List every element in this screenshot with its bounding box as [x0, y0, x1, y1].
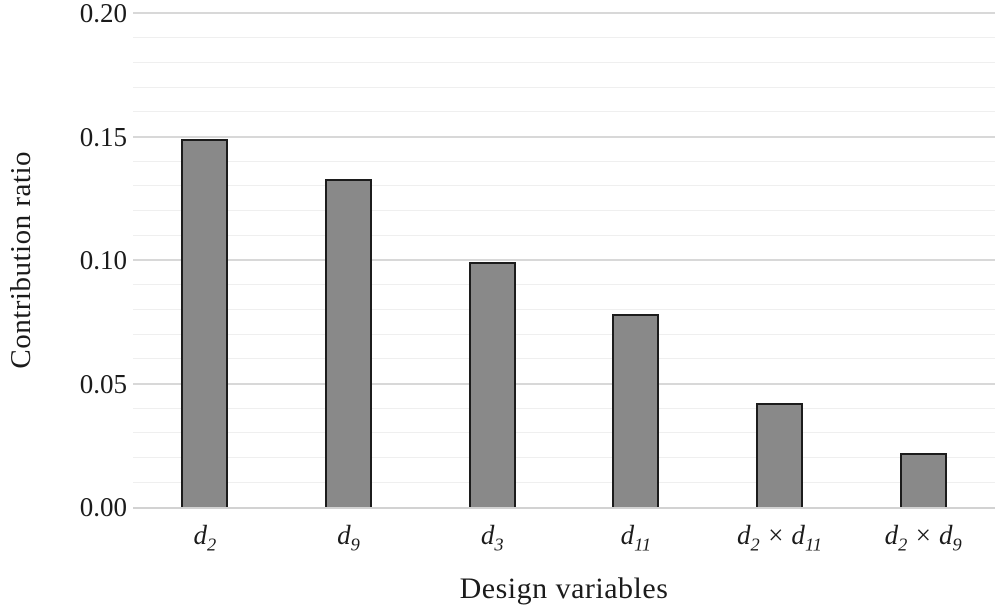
minor-gridline — [133, 86, 995, 88]
minor-gridline — [133, 61, 995, 63]
y-tick-label-0.10: 0.10 — [79, 245, 127, 275]
minor-gridline — [133, 111, 995, 113]
major-gridline — [133, 259, 995, 261]
y-tick-label-0.00: 0.00 — [79, 492, 127, 522]
minor-gridline — [133, 308, 995, 310]
minor-gridline — [133, 481, 995, 483]
minor-gridline — [133, 185, 995, 187]
major-gridline — [133, 12, 995, 14]
minor-gridline — [133, 160, 995, 162]
minor-gridline — [133, 37, 995, 39]
x-axis-tick-labels: d2 d9 d3 d11 d2 × d11 d2 × d9 — [133, 520, 995, 560]
minor-gridline — [133, 358, 995, 360]
y-tick-label-0.20: 0.20 — [79, 0, 127, 28]
x-tick-label-d-2-d-11: d2 × d11 — [737, 520, 822, 555]
x-tick-label-d-3: d3 — [480, 520, 504, 555]
major-gridline — [133, 135, 995, 138]
minor-gridline — [133, 284, 995, 286]
x-tick-label-d-11: d11 — [620, 520, 652, 555]
plot-area — [133, 12, 995, 509]
bar-d-2-d-9 — [899, 452, 947, 507]
x-tick-label-d-2: d2 — [193, 520, 217, 555]
minor-gridline — [133, 333, 995, 335]
bar-d-9 — [325, 178, 372, 507]
y-axis-tick-labels: 0.00 0.05 0.10 0.15 0.20 — [0, 0, 127, 522]
bar-d-2 — [181, 138, 229, 507]
x-tick-label-d-9: d9 — [337, 520, 360, 555]
y-tick-label-0.05: 0.05 — [79, 368, 127, 399]
minor-gridline — [133, 432, 995, 434]
major-gridline — [133, 382, 995, 385]
y-tick-label-0.15: 0.15 — [79, 121, 127, 152]
bar-d-11 — [612, 314, 660, 507]
minor-gridline — [133, 234, 995, 236]
x-tick-label-d-2-d-9: d2 × d9 — [884, 520, 962, 555]
minor-gridline — [133, 210, 995, 212]
bar-d-3 — [468, 262, 516, 507]
minor-gridline — [133, 407, 995, 409]
x-axis-title: Design variables — [459, 572, 669, 605]
bar-d-2-d-11 — [756, 403, 803, 507]
minor-gridline — [133, 457, 995, 459]
